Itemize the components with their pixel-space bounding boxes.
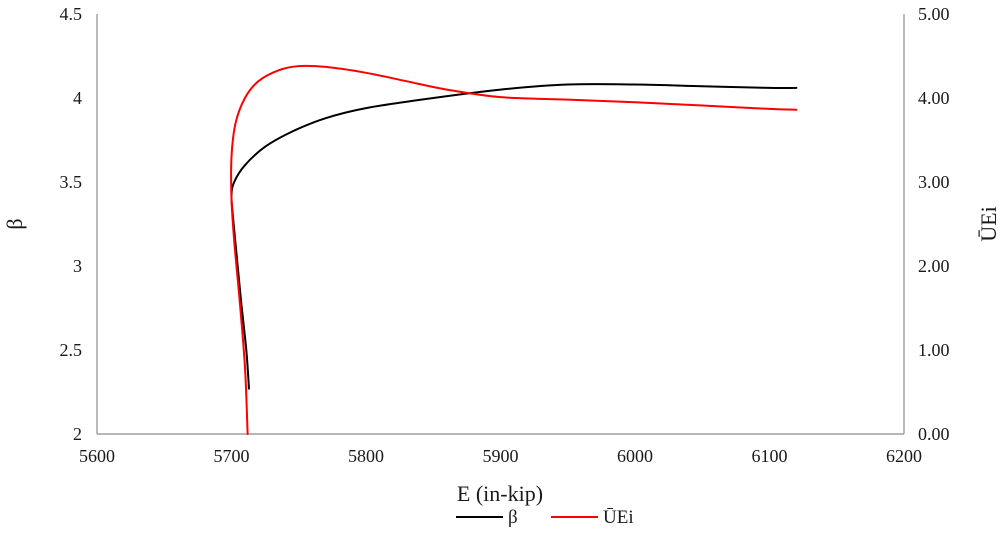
legend: β ŪEi (456, 507, 634, 528)
y-tick-label: 3 (73, 256, 82, 276)
x-tick-label: 6100 (752, 446, 788, 466)
y-tick-label: 4 (73, 88, 82, 108)
legend-label-beta: β (508, 507, 518, 528)
y-tick-labels: 2 2.5 3 3.5 4 4.5 (60, 4, 83, 444)
beta-series-line (230, 83, 798, 390)
x-tick-label: 6200 (886, 446, 922, 466)
series-layer (230, 64, 798, 435)
y-tick-label: 3.5 (60, 172, 83, 192)
x-tick-label: 5900 (483, 446, 519, 466)
y-axis-title: β (2, 218, 27, 229)
y2-tick-label: 2.00 (918, 256, 950, 276)
y2-tick-label: 4.00 (918, 88, 950, 108)
x-tick-label: 5600 (79, 446, 115, 466)
y2-tick-label: 1.00 (918, 340, 950, 360)
y-tick-label: 2.5 (60, 340, 83, 360)
y2-tick-label: 5.00 (918, 4, 950, 24)
y2-tick-label: 0.00 (918, 424, 950, 444)
y-tick-label: 4.5 (60, 4, 83, 24)
uei-series-line (230, 64, 798, 435)
x-tick-labels: 5600 5700 5800 5900 6000 6100 6200 (79, 446, 922, 466)
y2-tick-labels: 0.00 1.00 2.00 3.00 4.00 5.00 (918, 4, 950, 444)
y2-tick-label: 3.00 (918, 172, 950, 192)
x-tick-label: 5700 (214, 446, 250, 466)
legend-label-uei: ŪEi (603, 507, 634, 528)
x-axis-title: E (in-kip) (457, 481, 543, 506)
y-tick-label: 2 (73, 424, 82, 444)
y2-axis-title: ŪEi (976, 206, 1001, 241)
axes (96, 14, 905, 435)
x-tick-label: 6000 (617, 446, 653, 466)
x-tick-label: 5800 (348, 446, 384, 466)
